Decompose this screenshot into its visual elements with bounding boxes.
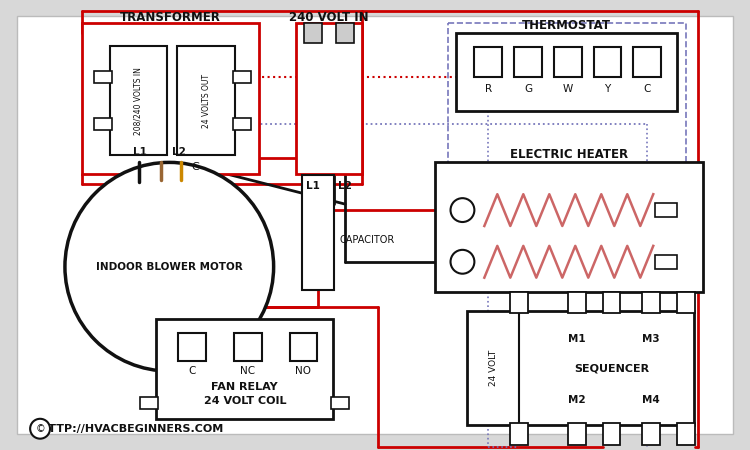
Circle shape	[65, 162, 274, 371]
Circle shape	[451, 250, 475, 274]
Bar	[467, 311, 694, 425]
Bar	[457, 33, 677, 111]
Text: 208/240 VOLTS IN: 208/240 VOLTS IN	[134, 67, 143, 135]
Bar	[234, 333, 262, 361]
Bar	[336, 23, 354, 43]
Bar	[435, 162, 703, 292]
Bar	[602, 292, 620, 314]
Bar	[677, 423, 695, 445]
Bar	[554, 47, 582, 77]
Bar	[634, 47, 662, 77]
Bar	[178, 333, 206, 361]
Text: L2: L2	[338, 181, 352, 191]
Bar	[302, 176, 334, 290]
Text: HTTP://HVACBEGINNERS.COM: HTTP://HVACBEGINNERS.COM	[40, 424, 224, 434]
Text: 24 VOLT COIL: 24 VOLT COIL	[203, 396, 286, 406]
Bar	[656, 255, 677, 269]
Bar	[448, 23, 686, 272]
Text: C: C	[191, 162, 199, 172]
Bar	[602, 423, 620, 445]
Bar	[475, 47, 502, 77]
Text: ELECTRIC HEATER: ELECTRIC HEATER	[510, 148, 628, 161]
Bar	[94, 117, 112, 130]
Text: CAPACITOR: CAPACITOR	[339, 235, 394, 245]
Bar	[156, 320, 333, 419]
Circle shape	[30, 419, 50, 439]
Text: R: R	[484, 84, 492, 94]
Text: M3: M3	[643, 334, 660, 344]
Text: THERMOSTAT: THERMOSTAT	[522, 19, 611, 32]
Text: L2: L2	[172, 148, 186, 157]
Text: NC: NC	[240, 366, 255, 376]
Bar	[594, 47, 622, 77]
Text: Y: Y	[604, 84, 610, 94]
Bar	[642, 423, 660, 445]
Bar	[332, 397, 350, 409]
Text: G: G	[524, 84, 532, 94]
Text: 24 VOLTS OUT: 24 VOLTS OUT	[202, 74, 211, 128]
Bar	[677, 292, 695, 314]
Bar	[110, 46, 167, 155]
Bar	[568, 423, 586, 445]
Bar	[290, 333, 317, 361]
Bar	[177, 46, 235, 155]
Text: L1: L1	[307, 181, 320, 191]
Bar	[656, 203, 677, 217]
Text: W: W	[562, 84, 573, 94]
Bar	[140, 397, 158, 409]
Text: INDOOR BLOWER MOTOR: INDOOR BLOWER MOTOR	[96, 262, 243, 272]
Text: TRANSFORMER: TRANSFORMER	[120, 11, 220, 24]
Text: C: C	[644, 84, 651, 94]
Text: FAN RELAY: FAN RELAY	[211, 382, 278, 392]
Text: L1: L1	[133, 148, 146, 157]
Bar	[94, 71, 112, 83]
Bar	[82, 23, 259, 174]
Text: C: C	[188, 366, 196, 376]
Text: M4: M4	[643, 395, 660, 405]
Bar	[304, 23, 322, 43]
Bar	[510, 292, 528, 314]
Text: NO: NO	[296, 366, 311, 376]
Circle shape	[451, 198, 475, 222]
Text: M2: M2	[568, 395, 586, 405]
Text: ©: ©	[35, 424, 45, 434]
Text: 24 VOLT: 24 VOLT	[489, 350, 498, 386]
Text: 240 VOLT IN: 240 VOLT IN	[290, 11, 369, 24]
Bar	[233, 71, 250, 83]
Text: SEQUENCER: SEQUENCER	[574, 363, 649, 373]
Bar	[642, 292, 660, 314]
Text: M1: M1	[568, 334, 586, 344]
Bar	[296, 23, 362, 174]
Bar	[233, 117, 250, 130]
Bar	[514, 47, 542, 77]
Bar	[510, 423, 528, 445]
Bar	[568, 292, 586, 314]
